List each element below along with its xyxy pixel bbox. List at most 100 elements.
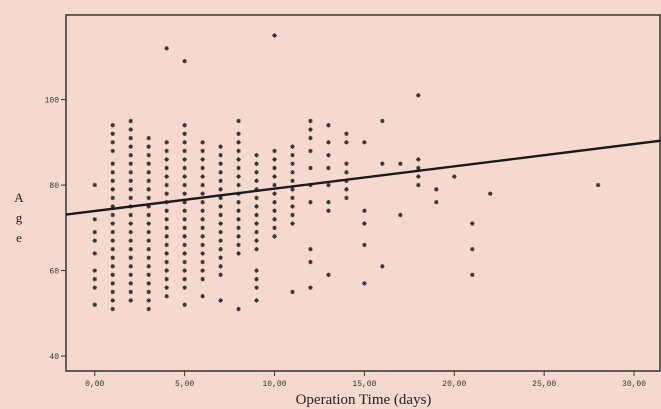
data-point xyxy=(128,170,133,175)
data-point xyxy=(164,165,169,171)
x-tick-label: 0,00 xyxy=(85,380,104,389)
data-point xyxy=(236,225,241,231)
data-point xyxy=(290,161,295,166)
data-point xyxy=(200,268,205,273)
data-point xyxy=(236,234,241,239)
data-point xyxy=(200,251,205,256)
data-point xyxy=(164,276,169,282)
data-point xyxy=(146,170,151,175)
data-point xyxy=(182,234,187,239)
data-point xyxy=(164,191,169,196)
data-point xyxy=(182,208,187,213)
y-axis-label-char: A xyxy=(14,190,24,205)
data-point xyxy=(290,178,295,184)
data-point xyxy=(164,208,169,213)
data-point xyxy=(272,234,277,239)
data-point xyxy=(200,259,205,265)
data-point xyxy=(110,255,115,260)
data-point xyxy=(164,234,169,239)
data-point xyxy=(110,140,115,145)
data-point xyxy=(254,204,259,209)
data-point xyxy=(416,157,421,162)
data-point xyxy=(272,208,277,213)
data-point xyxy=(182,165,187,171)
data-point xyxy=(218,264,223,269)
data-point xyxy=(92,182,97,188)
data-point xyxy=(128,238,133,243)
data-point xyxy=(164,46,169,51)
data-point xyxy=(200,234,205,239)
data-point xyxy=(272,217,277,222)
data-point xyxy=(128,289,133,295)
data-point xyxy=(182,276,187,282)
data-point xyxy=(110,187,115,192)
data-point xyxy=(200,191,205,196)
data-point xyxy=(110,289,115,295)
data-point xyxy=(146,144,151,149)
data-point xyxy=(254,285,259,290)
data-point xyxy=(218,195,223,201)
data-point xyxy=(146,229,151,235)
y-tick-label: 100 xyxy=(45,97,60,106)
data-point xyxy=(308,148,313,154)
data-point xyxy=(182,131,187,137)
data-point xyxy=(110,204,115,209)
data-point xyxy=(110,281,115,286)
data-point xyxy=(416,93,421,98)
data-point xyxy=(290,212,295,218)
data-point xyxy=(452,174,457,179)
data-point xyxy=(470,272,475,278)
data-point xyxy=(326,182,331,188)
data-point xyxy=(128,221,133,226)
data-point xyxy=(326,123,331,128)
data-point xyxy=(128,135,133,141)
y-axis-label-char: g xyxy=(15,210,23,225)
data-point xyxy=(344,170,349,175)
data-point xyxy=(200,174,205,179)
data-point xyxy=(290,187,295,192)
data-point xyxy=(182,157,187,162)
data-point xyxy=(200,242,205,248)
data-point xyxy=(254,276,259,282)
data-point xyxy=(146,152,151,158)
data-point xyxy=(92,229,97,235)
data-point xyxy=(595,182,601,188)
data-point xyxy=(146,178,151,184)
data-point xyxy=(218,221,223,226)
data-point xyxy=(218,238,223,243)
x-tick-label: 15,00 xyxy=(352,380,376,389)
data-point xyxy=(110,221,115,226)
data-point xyxy=(290,204,295,209)
data-point xyxy=(344,140,349,145)
data-point xyxy=(128,229,133,235)
data-point xyxy=(110,212,115,218)
data-point xyxy=(92,276,97,282)
data-point xyxy=(218,212,223,218)
data-point xyxy=(200,140,205,145)
data-point xyxy=(182,268,187,273)
data-point xyxy=(236,174,241,179)
data-point xyxy=(380,118,385,124)
data-point xyxy=(110,178,115,184)
data-point xyxy=(254,170,259,175)
data-point xyxy=(128,255,133,260)
data-point xyxy=(146,212,151,218)
data-point xyxy=(254,298,259,303)
data-point xyxy=(200,182,205,188)
data-point xyxy=(362,281,367,286)
data-point xyxy=(218,246,223,252)
data-point xyxy=(218,298,223,303)
data-point xyxy=(236,217,241,222)
data-point xyxy=(272,33,277,38)
data-point xyxy=(290,152,295,158)
x-tick-label: 30,00 xyxy=(622,380,646,389)
data-point xyxy=(92,217,97,222)
data-point xyxy=(218,170,223,175)
data-point xyxy=(146,161,151,166)
y-axis-label-char: e xyxy=(16,230,22,245)
data-point xyxy=(110,170,115,175)
data-point xyxy=(128,178,133,184)
data-point xyxy=(200,157,205,162)
data-point xyxy=(218,144,223,149)
data-point xyxy=(128,127,133,132)
